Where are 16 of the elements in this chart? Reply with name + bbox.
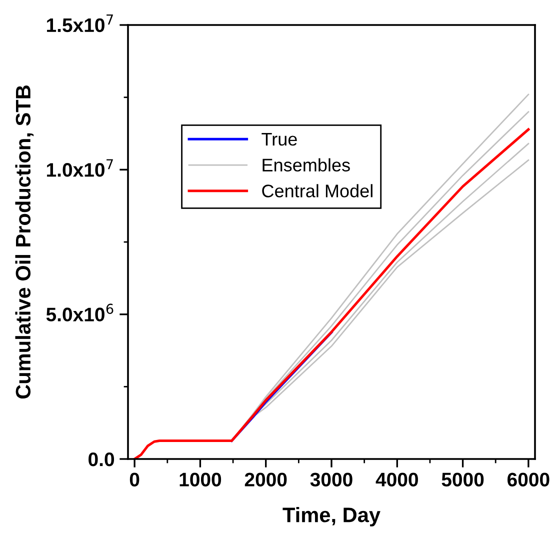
legend-label: Ensembles bbox=[262, 158, 350, 172]
x-tick-label: 5000 bbox=[442, 472, 484, 486]
x-tick-label: 4000 bbox=[376, 472, 418, 486]
y-tick-label: 1.0x10$^{7}$ bbox=[47, 159, 113, 177]
x-axis-title: Time, Day bbox=[282, 506, 380, 526]
x-tick-label: 3000 bbox=[310, 472, 352, 487]
y-tick-label: 5.0x10$^{6}$ bbox=[46, 304, 114, 322]
x-tick-label: 2000 bbox=[244, 472, 287, 486]
y-tick-label: 0.0 bbox=[88, 452, 114, 466]
legend-label: Central Model bbox=[262, 184, 372, 198]
legend-label: True bbox=[262, 133, 297, 146]
x-tick-label: 1000 bbox=[180, 472, 222, 486]
x-tick-label: 0 bbox=[130, 472, 140, 486]
y-axis-title: Cumulative Oil Production, STB bbox=[15, 86, 34, 399]
y-tick-label: 1.5x10$^{7}$ bbox=[47, 14, 113, 32]
x-tick-label: 6000 bbox=[508, 472, 550, 486]
